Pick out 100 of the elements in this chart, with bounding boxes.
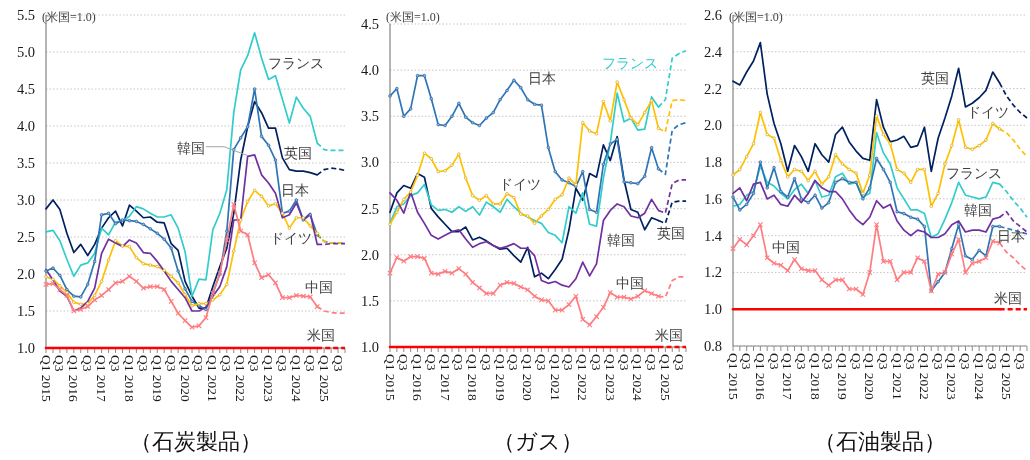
series-label: 米国 xyxy=(307,327,336,344)
x-tick-label: Q3 xyxy=(423,354,439,371)
x-tick-label: Q3 xyxy=(478,354,494,371)
x-tick-label: Q3 xyxy=(135,355,151,372)
x-tick-label: Q3 xyxy=(52,355,68,372)
x-tick-label: Q1 2021 xyxy=(547,354,563,401)
y-tick-label: 0.8 xyxy=(703,338,722,354)
x-tick-label: Q3 xyxy=(80,355,96,372)
series-label: 日本 xyxy=(996,227,1025,244)
y-tick-label: 1.5 xyxy=(16,303,35,319)
series-label: 英国 xyxy=(284,144,313,161)
x-tick-label: Q3 xyxy=(191,355,207,372)
text: （ガス） xyxy=(493,428,583,454)
x-tick-label: Q3 xyxy=(957,353,973,370)
y-tick-label: 3.0 xyxy=(16,192,35,208)
y-tick-label: 1.4 xyxy=(703,227,723,244)
series-label: 日本 xyxy=(280,181,309,198)
x-tick-label: Q3 xyxy=(793,353,809,370)
y-tick-label: 4.5 xyxy=(16,81,35,97)
x-tick-label: Q3 xyxy=(1012,353,1028,370)
x-tick-label: Q1 2016 xyxy=(410,354,426,402)
series-label: フランス xyxy=(946,165,1003,182)
y-axis-title: (米国=1.0) xyxy=(729,10,783,24)
series-label: 中国 xyxy=(305,278,334,295)
x-tick-label: Q3 xyxy=(274,355,290,372)
x-tick-label: Q1 2015 xyxy=(382,354,398,402)
series-label: ドイツ xyxy=(967,104,1010,121)
series-label: 英国 xyxy=(656,224,685,241)
text: 韓国 xyxy=(176,140,205,157)
x-tick-label: Q1 2016 xyxy=(66,355,82,403)
y-tick-label: 2.0 xyxy=(360,246,379,263)
x-tick-label: Q3 xyxy=(219,355,235,372)
x-tick-label: Q3 xyxy=(506,354,522,371)
series-label: 日本 xyxy=(528,69,557,86)
x-tick-label: Q3 xyxy=(930,353,946,370)
x-tick-label: Q3 xyxy=(396,354,412,371)
x-tick-label: Q1 2020 xyxy=(177,355,193,403)
x-tick-label: Q1 2019 xyxy=(834,353,850,401)
y-tick-label: 1.5 xyxy=(360,292,379,309)
x-tick-label: Q1 2023 xyxy=(602,354,618,402)
x-tick-label: Q1 2022 xyxy=(916,353,932,400)
y-tick-label: 4.5 xyxy=(360,16,379,32)
x-tick-label: Q3 xyxy=(875,353,891,370)
y-tick-label: 5.5 xyxy=(16,7,35,23)
x-tick-label: Q1 2018 xyxy=(121,355,137,403)
x-tick-label: Q1 2025 xyxy=(657,354,673,402)
x-tick-label: Q1 2025 xyxy=(998,353,1014,401)
y-tick-label: 1.6 xyxy=(703,190,722,207)
x-tick-label: Q1 2017 xyxy=(437,354,453,402)
series-label: 米国 xyxy=(654,327,683,343)
series-label: フランス xyxy=(602,54,659,71)
text: （石炭製品） xyxy=(129,428,262,454)
series-label: 韓国 xyxy=(606,231,635,248)
y-tick-label: 3.5 xyxy=(16,155,35,171)
y-tick-label: 5.0 xyxy=(16,44,35,60)
x-tick-label: Q3 xyxy=(616,354,632,371)
x-tick-label: Q3 xyxy=(985,353,1001,370)
y-tick-label: 2.4 xyxy=(703,43,723,60)
x-tick-label: Q1 2018 xyxy=(465,354,481,402)
y-tick-label: 2.2 xyxy=(703,80,722,97)
y-tick-label: 1.2 xyxy=(703,264,722,281)
x-tick-label: Q1 2025 xyxy=(316,355,332,403)
x-tick-label: Q1 2021 xyxy=(889,353,905,400)
x-tick-label: Q3 xyxy=(848,353,864,370)
y-tick-label: 1.0 xyxy=(360,339,379,355)
y-tick-label: 4.0 xyxy=(16,118,35,134)
y-tick-label: 3.0 xyxy=(360,154,379,171)
x-tick-label: Q3 xyxy=(644,354,660,371)
x-tick-label: Q1 2020 xyxy=(520,354,536,402)
series-label: ドイツ xyxy=(499,175,542,192)
x-tick-label: Q3 xyxy=(247,355,263,372)
y-tick-label: 2.5 xyxy=(360,200,379,217)
x-tick-label: Q3 xyxy=(302,355,318,372)
x-tick-label: Q3 xyxy=(821,353,837,370)
x-tick-label: Q1 2017 xyxy=(94,355,110,403)
x-tick-label: Q3 xyxy=(589,354,605,371)
y-axis-title: (米国=1.0) xyxy=(42,10,96,24)
y-tick-label: 1.0 xyxy=(16,340,35,356)
y-tick-label: 2.0 xyxy=(16,266,35,282)
series-label: 韓国 xyxy=(964,201,993,218)
series-label: 中国 xyxy=(616,275,645,292)
series-label: ドイツ xyxy=(270,230,313,247)
y-tick-label: 2.6 xyxy=(703,7,722,23)
x-tick-label: Q1 2018 xyxy=(807,353,823,401)
y-tick-label: 2.0 xyxy=(703,117,722,134)
x-tick-label: Q1 2024 xyxy=(288,355,304,403)
x-tick-label: Q1 2022 xyxy=(233,355,249,402)
x-tick-label: Q1 2023 xyxy=(261,355,277,403)
x-tick-label: Q3 xyxy=(108,355,124,372)
x-tick-label: Q1 2019 xyxy=(149,355,165,403)
x-tick-label: Q1 2015 xyxy=(38,355,54,403)
x-tick-label: Q3 xyxy=(766,353,782,370)
x-tick-label: Q1 2024 xyxy=(630,354,646,402)
x-tick-label: Q1 2021 xyxy=(205,355,221,402)
x-tick-label: Q3 xyxy=(330,355,346,372)
x-tick-label: Q1 2019 xyxy=(492,354,508,402)
y-tick-label: 1.0 xyxy=(703,301,722,318)
y-tick-label: 1.8 xyxy=(703,154,722,171)
x-tick-label: Q1 2015 xyxy=(725,353,741,401)
x-tick-label: Q1 2023 xyxy=(944,353,960,401)
